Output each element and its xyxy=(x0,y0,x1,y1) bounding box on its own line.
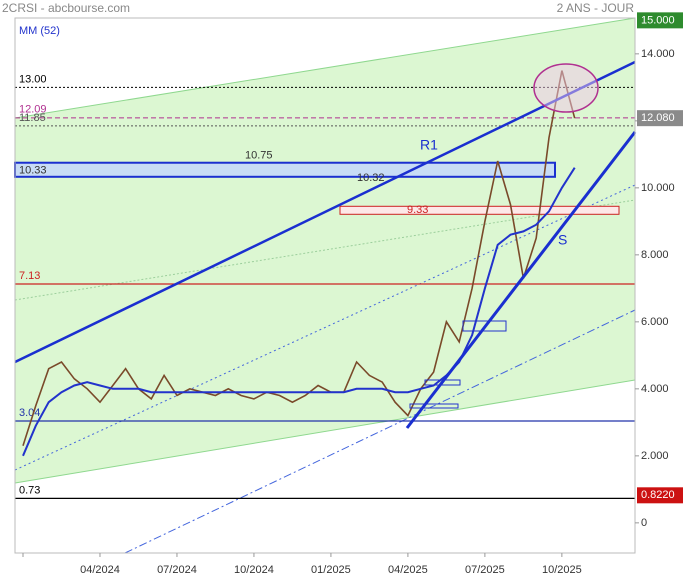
zone-label: 9.33 xyxy=(407,204,428,216)
level-label: 12.09 xyxy=(19,104,47,116)
band-label: 10.33 xyxy=(19,165,47,177)
band xyxy=(14,161,556,178)
x-tick-label: 10/2025 xyxy=(542,564,582,576)
annotation: S xyxy=(558,232,567,248)
price-tag-label: 12.080 xyxy=(641,112,675,124)
y-tick-label: 14.000 xyxy=(641,48,675,60)
plot-frame xyxy=(14,17,636,554)
level-label: 13.00 xyxy=(19,73,47,85)
channel-top xyxy=(14,17,636,119)
legend-entry: MM (52) xyxy=(19,25,60,37)
y-tick-label: 2.000 xyxy=(641,450,669,462)
y-tick-label: 10.000 xyxy=(641,182,675,194)
price-tag xyxy=(637,487,683,504)
band-label: 10.75 xyxy=(245,150,273,162)
resistance-line xyxy=(14,60,636,364)
channel-mid xyxy=(14,199,636,301)
channel-bottom xyxy=(14,379,636,484)
band-label: 10.32 xyxy=(357,172,385,184)
price-tag-label: 0.8220 xyxy=(641,489,675,501)
highlight-ellipse xyxy=(533,63,599,113)
annotation: R1 xyxy=(420,137,438,153)
level-label: 0.73 xyxy=(19,484,40,496)
x-tick-label: 07/2024 xyxy=(157,564,197,576)
level-label: 3.04 xyxy=(19,407,40,419)
price-tag xyxy=(637,110,683,127)
y-tick-label: 6.000 xyxy=(641,316,669,328)
price-line xyxy=(22,70,576,447)
x-tick-label: 07/2025 xyxy=(465,564,505,576)
zone xyxy=(339,205,620,215)
marker-box xyxy=(424,379,461,386)
x-tick-label: 04/2025 xyxy=(388,564,428,576)
price-tag xyxy=(637,12,683,29)
support-line xyxy=(405,131,637,429)
y-tick-label: 8.000 xyxy=(641,249,669,261)
chart-subtitle: 2 ANS - JOUR xyxy=(557,1,635,15)
level-label: 7.13 xyxy=(19,270,40,282)
x-tick-label: 01/2025 xyxy=(311,564,351,576)
x-tick-label: 04/2024 xyxy=(80,564,120,576)
y-tick-label: 4.000 xyxy=(641,383,669,395)
price-tag-label: 15.000 xyxy=(641,14,675,26)
x-tick-label: 10/2024 xyxy=(234,564,274,576)
level-label: 11.85 xyxy=(19,112,46,124)
trend-dashdot xyxy=(124,309,636,554)
marker-box xyxy=(409,403,459,409)
moving-average xyxy=(22,167,576,457)
chart-title: 2CRSI - abcbourse.com xyxy=(2,1,130,15)
trend-dotted xyxy=(14,184,636,471)
y-tick-label: 0 xyxy=(641,517,647,529)
marker-box xyxy=(462,320,507,332)
